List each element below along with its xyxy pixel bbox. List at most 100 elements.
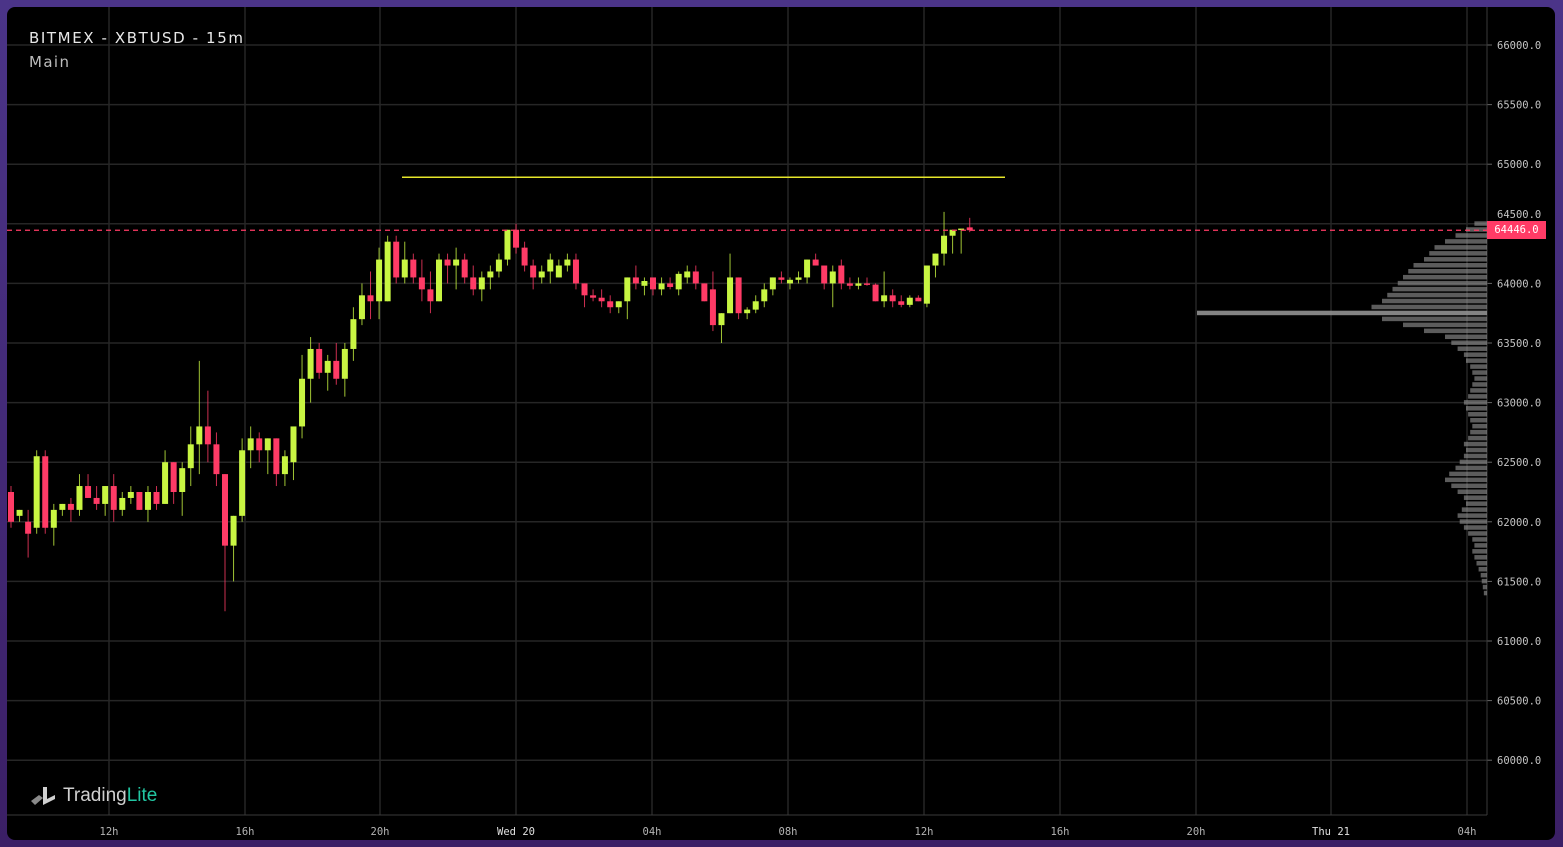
candle-up bbox=[307, 348, 314, 379]
y-tick-label: 65500.0 bbox=[1497, 100, 1541, 112]
candle-down bbox=[812, 259, 819, 266]
volume-profile-bar bbox=[1459, 459, 1487, 465]
volume-profile-bar bbox=[1445, 239, 1487, 244]
candle-down bbox=[8, 492, 14, 522]
volume-profile-bar bbox=[1466, 227, 1487, 232]
y-tick-label: 60500.0 bbox=[1497, 696, 1541, 708]
volume-profile-bar bbox=[1463, 525, 1487, 530]
candle-up bbox=[299, 378, 306, 427]
candle-up bbox=[401, 259, 408, 278]
volume-profile-bar bbox=[1476, 561, 1487, 566]
candle-up bbox=[641, 281, 648, 286]
volume-profile-bar bbox=[1463, 352, 1487, 357]
candle-up bbox=[504, 229, 511, 260]
candle-up bbox=[769, 277, 776, 290]
candle-up bbox=[281, 456, 288, 475]
volume-profile-bar bbox=[1463, 453, 1487, 459]
x-tick-label: 16h bbox=[1051, 826, 1070, 838]
y-tick-label: 60000.0 bbox=[1497, 755, 1541, 767]
candle-down bbox=[367, 295, 374, 302]
volume-profile-bar bbox=[1483, 590, 1487, 596]
candle-up bbox=[376, 259, 383, 302]
x-tick-label: 08h bbox=[779, 826, 798, 838]
y-tick-label: 61000.0 bbox=[1497, 636, 1541, 648]
volume-profile-bar bbox=[1455, 233, 1487, 238]
logo-text-trading: Trading bbox=[63, 785, 127, 806]
price-chart[interactable]: 66000.0 65500.0 65000.0 64500.0 64000.0 63500… bbox=[7, 7, 1555, 840]
candle-up bbox=[658, 283, 665, 290]
candle-down bbox=[966, 227, 973, 231]
volume-profile-bar bbox=[1403, 274, 1487, 280]
candle-up bbox=[50, 509, 57, 528]
candle-down bbox=[607, 301, 614, 308]
candle-down bbox=[25, 521, 32, 534]
candle-down bbox=[461, 259, 468, 278]
candle-up bbox=[538, 271, 545, 278]
volume-profile-bar bbox=[1382, 298, 1487, 304]
volume-profile-bar bbox=[1468, 394, 1487, 399]
candle-down bbox=[427, 289, 434, 302]
candle-down bbox=[846, 283, 853, 286]
volume-profile-bar bbox=[1382, 316, 1487, 322]
y-tick-label: 63500.0 bbox=[1497, 338, 1541, 350]
candle-down bbox=[273, 438, 280, 475]
candle-down bbox=[110, 486, 117, 510]
volume-profile-bar bbox=[1466, 358, 1487, 363]
candle-down bbox=[590, 295, 597, 298]
candle-up bbox=[881, 295, 888, 302]
volume-profile-bar bbox=[1468, 531, 1487, 536]
x-tick-label: 04h bbox=[643, 826, 662, 838]
x-tick-label: 04h bbox=[1458, 826, 1477, 838]
chart-pane-label: Main bbox=[29, 53, 71, 71]
candle-down bbox=[42, 456, 49, 528]
volume-profile-bar bbox=[1413, 263, 1487, 268]
candle-down bbox=[213, 444, 220, 475]
candle-up bbox=[555, 265, 562, 278]
candle-down bbox=[470, 277, 477, 290]
volume-profile-bar bbox=[1429, 251, 1487, 256]
candle-down bbox=[333, 360, 340, 379]
candle-down bbox=[204, 426, 211, 445]
candle-down bbox=[864, 283, 870, 285]
candle-up bbox=[102, 486, 109, 504]
candle-down bbox=[410, 259, 417, 278]
volume-profile-bar bbox=[1461, 507, 1487, 512]
volume-profile-bar bbox=[1457, 513, 1487, 518]
candle-down bbox=[170, 462, 177, 492]
candle-up bbox=[247, 438, 254, 451]
chart-panel[interactable]: 66000.0 65500.0 65000.0 64500.0 64000.0 63500… bbox=[7, 7, 1555, 840]
volume-profile-bar bbox=[1197, 310, 1487, 316]
candle-up bbox=[384, 241, 391, 302]
candle-up bbox=[547, 259, 554, 272]
y-tick-label: 62000.0 bbox=[1497, 517, 1541, 529]
y-tick-label: 64000.0 bbox=[1497, 278, 1541, 290]
candle-up bbox=[958, 228, 965, 231]
candle-up bbox=[33, 456, 40, 528]
volume-profile-bar bbox=[1470, 364, 1487, 369]
y-tick-label: 65000.0 bbox=[1497, 159, 1541, 171]
candle-up bbox=[923, 265, 930, 304]
candle-up bbox=[804, 259, 811, 278]
volume-profile-bar bbox=[1392, 286, 1487, 292]
candle-up bbox=[855, 283, 862, 286]
volume-profile-bar bbox=[1387, 292, 1487, 298]
volume-profile-bar bbox=[1459, 519, 1487, 524]
candle-up bbox=[59, 503, 66, 510]
x-tick-label: 12h bbox=[915, 826, 934, 838]
candle-down bbox=[838, 265, 845, 284]
candle-up bbox=[290, 426, 297, 463]
volume-profile-bar bbox=[1472, 423, 1487, 429]
volume-profile-bar bbox=[1474, 221, 1487, 226]
candle-down bbox=[513, 229, 520, 248]
chart-title: BITMEX - XBTUSD - 15m bbox=[29, 29, 245, 47]
volume-profile-bar bbox=[1449, 471, 1487, 477]
volume-profile-bar bbox=[1434, 245, 1487, 250]
candle-up bbox=[16, 509, 23, 516]
volume-profile-bar bbox=[1474, 555, 1487, 560]
candle-up bbox=[752, 301, 759, 310]
candle-up bbox=[162, 462, 169, 504]
candle-down bbox=[709, 289, 716, 326]
candle-up bbox=[230, 515, 237, 546]
candle-up bbox=[906, 297, 913, 305]
volume-profile-bar bbox=[1470, 388, 1487, 393]
